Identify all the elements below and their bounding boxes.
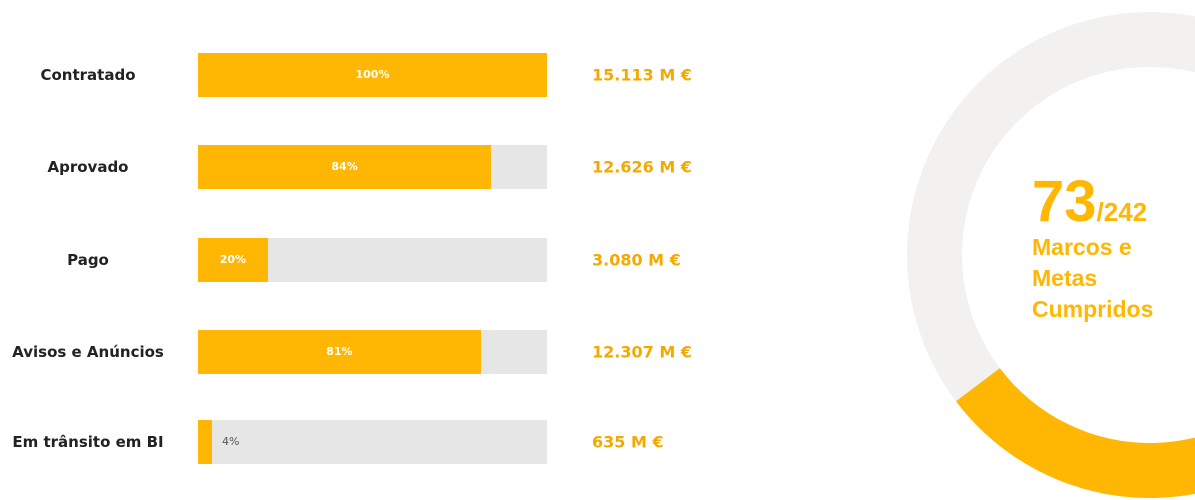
amount-label: 635 M € bbox=[592, 432, 664, 452]
bar-track: 84% bbox=[198, 145, 547, 189]
category-label: Avisos e Anúncios bbox=[12, 343, 164, 361]
donut-track bbox=[907, 12, 1195, 402]
category-label: Contratado bbox=[40, 66, 136, 84]
bar bbox=[198, 238, 268, 282]
value-label: 81% bbox=[326, 345, 353, 358]
bar bbox=[198, 420, 212, 464]
category-label: Em trânsito em BI bbox=[12, 433, 164, 451]
category-label: Pago bbox=[67, 251, 109, 269]
value-label: 4% bbox=[221, 435, 240, 448]
donut-label: Marcos e Metas Cumpridos bbox=[1032, 234, 1154, 322]
value-label: 84% bbox=[331, 160, 358, 173]
amount-label: 3.080 M € bbox=[592, 250, 681, 270]
bar bbox=[198, 53, 547, 97]
bar-track: 4% bbox=[198, 420, 547, 464]
amount-label: 12.307 M € bbox=[592, 342, 692, 362]
donut-total: /242 bbox=[1096, 197, 1148, 227]
category-label: Aprovado bbox=[47, 158, 129, 176]
donut-text: 73/242 Marcos e Metas Cumpridos bbox=[1032, 172, 1195, 325]
donut-segment bbox=[955, 368, 1195, 498]
value-label: 100% bbox=[355, 68, 390, 81]
bar bbox=[198, 330, 481, 374]
donut-value: 73 bbox=[1032, 169, 1097, 234]
bar-track: 81% bbox=[198, 330, 547, 374]
amount-label: 12.626 M € bbox=[592, 157, 692, 177]
value-label: 20% bbox=[219, 253, 247, 266]
bar bbox=[198, 145, 492, 189]
bar-track: 20% bbox=[198, 238, 547, 282]
bar-track: 100% bbox=[198, 53, 547, 97]
amount-label: 15.113 M € bbox=[592, 65, 692, 85]
